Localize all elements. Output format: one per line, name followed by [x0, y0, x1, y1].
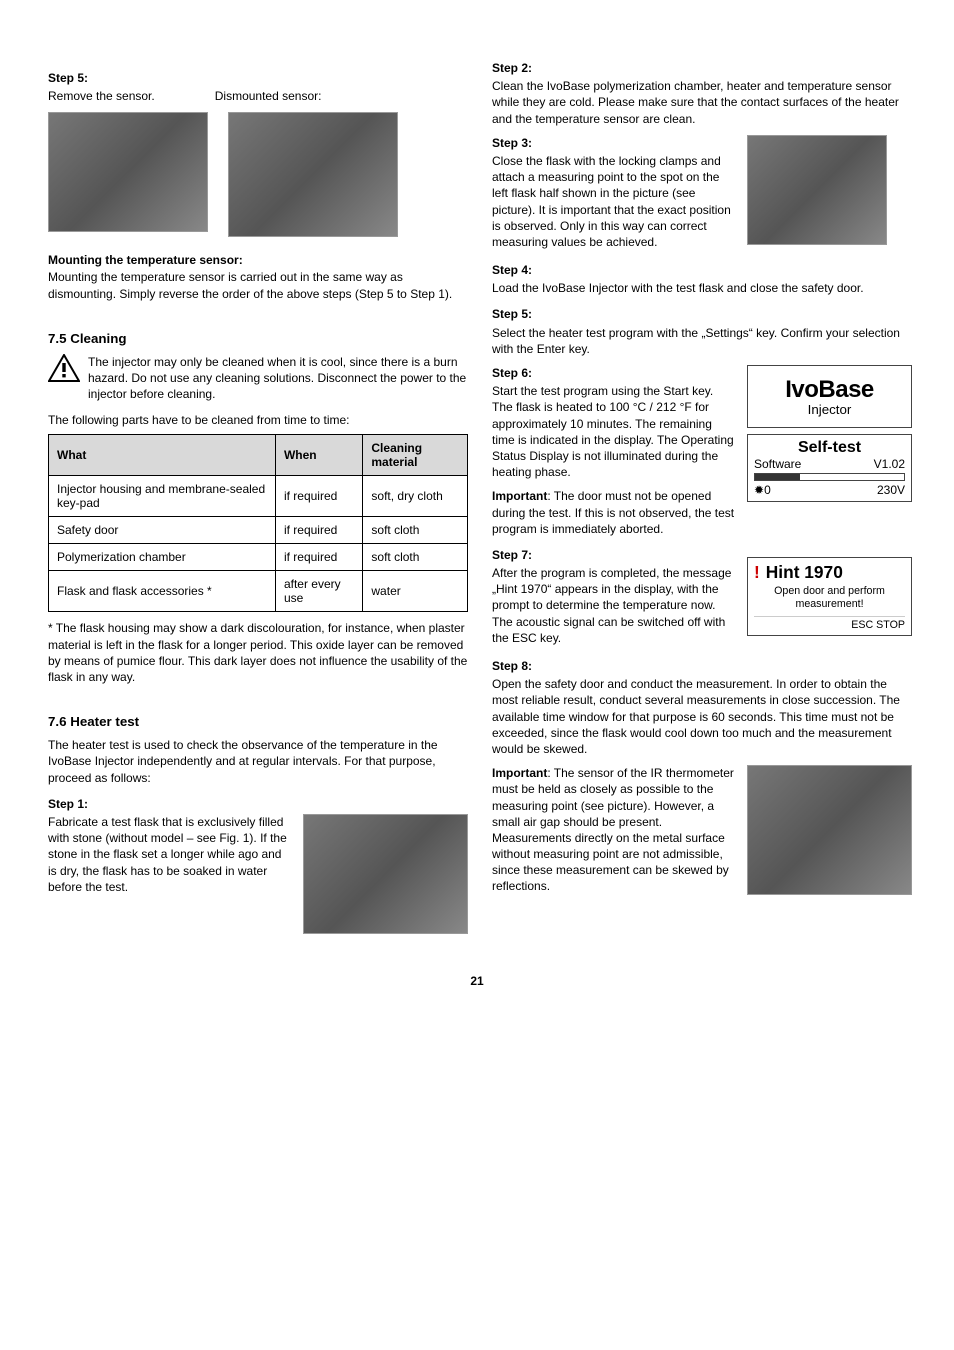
r-step4-body: Load the IvoBase Injector with the test …: [492, 280, 912, 296]
cleaning-section: 7.5 Cleaning The injector may only be cl…: [48, 330, 468, 685]
cleaning-footnote: * The flask housing may show a dark disc…: [48, 620, 468, 685]
table-row: Polymerization chamber if required soft …: [49, 544, 468, 571]
step5-right-label: Dismounted sensor:: [215, 88, 322, 104]
display-selftest-box: Self-test Software V1.02 ✹0 230V: [747, 434, 912, 502]
r-step4-head: Step 4:: [492, 262, 912, 278]
table-row: Injector housing and membrane-sealed key…: [49, 476, 468, 517]
cleaning-warn: The injector may only be cleaned when it…: [88, 354, 468, 403]
clock-icon: ✹: [754, 483, 764, 497]
r-step6-head: Step 6:: [492, 365, 735, 381]
image-test-flask: [303, 814, 468, 934]
r-step3-head: Step 3:: [492, 135, 735, 151]
cleaning-table: What When Cleaning material Injector hou…: [48, 434, 468, 612]
r-step5-head: Step 5:: [492, 306, 912, 322]
r-step8-important: Important: The sensor of the IR thermome…: [492, 765, 735, 895]
mounting-body: Mounting the temperature sensor is carri…: [48, 269, 468, 301]
software-label: Software: [754, 457, 801, 471]
mounting-block: Mounting the temperature sensor: Mountin…: [48, 253, 468, 301]
display-hint-box: ! Hint 1970 Open door and perform measure…: [747, 557, 912, 636]
mounting-head: Mounting the temperature sensor:: [48, 253, 468, 267]
heater-intro: The heater test is used to check the obs…: [48, 737, 468, 786]
r-step6-body: Start the test program using the Start k…: [492, 383, 735, 480]
progress-bar: [754, 473, 905, 481]
selftest-title: Self-test: [754, 439, 905, 457]
software-version: V1.02: [874, 457, 905, 471]
r-step8-head: Step 8:: [492, 658, 912, 674]
r-step7-body: After the program is completed, the mess…: [492, 565, 735, 646]
hint-body-1: Open door and perform: [754, 585, 905, 598]
col-what: What: [49, 435, 276, 476]
exclaim-icon: !: [754, 562, 760, 583]
display-logo-box: IvoBase Injector: [747, 365, 912, 428]
col-material: Cleaning material: [363, 435, 468, 476]
r-step7-head: Step 7:: [492, 547, 735, 563]
heater-step1-body: Fabricate a test flask that is exclusive…: [48, 814, 291, 895]
table-row: Flask and flask accessories * after ever…: [49, 571, 468, 612]
page-number: 21: [48, 974, 906, 988]
image-flask-measuring-point: [747, 135, 887, 245]
image-sensor-dismounted: [228, 112, 398, 237]
display-logo: IvoBase: [748, 376, 911, 404]
heater-title: 7.6 Heater test: [48, 713, 468, 731]
volts-value: 230V: [877, 483, 905, 497]
heater-step1-head: Step 1:: [48, 796, 468, 812]
r-step5-body: Select the heater test program with the …: [492, 325, 912, 357]
cleaning-intro: The following parts have to be cleaned f…: [48, 412, 468, 428]
r-step3-body: Close the flask with the locking clamps …: [492, 153, 735, 250]
cleaning-title: 7.5 Cleaning: [48, 330, 468, 348]
r-step6-important: Important: The door must not be opened d…: [492, 488, 735, 537]
hint-title: Hint 1970: [766, 562, 843, 583]
col-when: When: [275, 435, 362, 476]
image-ir-thermometer: [747, 765, 912, 895]
r-step8-body: Open the safety door and conduct the mea…: [492, 676, 912, 757]
heater-section: 7.6 Heater test The heater test is used …: [48, 713, 468, 934]
display-sub: Injector: [748, 402, 911, 417]
time-value: ✹0: [754, 483, 771, 497]
step5-block: Step 5: Remove the sensor. Dismounted se…: [48, 70, 468, 237]
table-row: Safety door if required soft cloth: [49, 517, 468, 544]
image-sensor-remove: [48, 112, 208, 232]
hint-body-2: measurement!: [754, 598, 905, 611]
step5-head: Step 5:: [48, 70, 468, 86]
r-step2-head: Step 2:: [492, 60, 912, 76]
hint-stop: ESC STOP: [754, 616, 905, 631]
step5-left-label: Remove the sensor.: [48, 88, 155, 104]
warning-icon: [48, 354, 80, 382]
r-step2-body: Clean the IvoBase polymerization chamber…: [492, 78, 912, 127]
